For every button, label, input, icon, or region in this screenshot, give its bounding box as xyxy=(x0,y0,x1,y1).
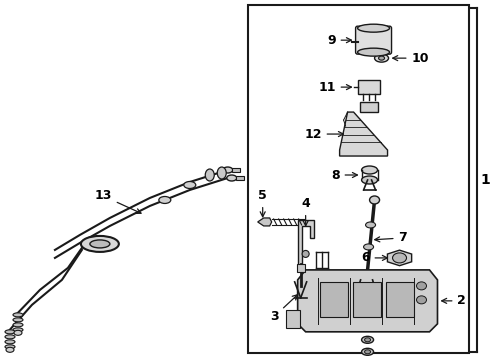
Text: 7: 7 xyxy=(375,231,407,244)
Polygon shape xyxy=(297,270,438,332)
Bar xyxy=(286,310,300,328)
Ellipse shape xyxy=(392,253,407,263)
Text: 11: 11 xyxy=(318,81,351,94)
FancyBboxPatch shape xyxy=(356,26,392,54)
Ellipse shape xyxy=(358,48,390,56)
Ellipse shape xyxy=(362,176,378,184)
Ellipse shape xyxy=(362,348,373,355)
Ellipse shape xyxy=(5,335,15,339)
Ellipse shape xyxy=(360,290,373,298)
Polygon shape xyxy=(297,220,314,268)
Ellipse shape xyxy=(365,350,370,354)
Text: 6: 6 xyxy=(361,251,388,264)
Text: 12: 12 xyxy=(304,127,343,140)
Ellipse shape xyxy=(362,166,378,174)
Ellipse shape xyxy=(366,222,375,228)
Text: 5: 5 xyxy=(258,189,267,217)
Ellipse shape xyxy=(159,197,171,203)
Bar xyxy=(248,5,469,353)
Ellipse shape xyxy=(416,296,426,304)
Bar xyxy=(319,282,347,317)
Ellipse shape xyxy=(416,282,426,290)
Ellipse shape xyxy=(90,240,110,248)
Ellipse shape xyxy=(374,54,389,62)
Ellipse shape xyxy=(227,175,237,181)
Bar xyxy=(360,102,378,112)
Polygon shape xyxy=(258,218,271,226)
Text: 10: 10 xyxy=(392,51,429,65)
Ellipse shape xyxy=(205,169,214,181)
Ellipse shape xyxy=(184,181,196,189)
Bar xyxy=(358,80,380,94)
Text: 9: 9 xyxy=(327,34,351,47)
Bar xyxy=(236,176,244,180)
Text: 13: 13 xyxy=(95,189,141,213)
Polygon shape xyxy=(388,250,412,266)
Text: 2: 2 xyxy=(441,294,466,307)
Text: 1: 1 xyxy=(481,173,490,187)
Ellipse shape xyxy=(365,338,370,342)
Polygon shape xyxy=(340,112,388,156)
Ellipse shape xyxy=(217,167,226,179)
Ellipse shape xyxy=(379,56,385,60)
Ellipse shape xyxy=(5,340,15,344)
Ellipse shape xyxy=(223,167,233,173)
Text: 3: 3 xyxy=(270,295,297,323)
Ellipse shape xyxy=(5,330,15,334)
Ellipse shape xyxy=(302,251,309,257)
Bar xyxy=(232,168,240,172)
Bar xyxy=(386,282,414,317)
Ellipse shape xyxy=(13,328,23,332)
Ellipse shape xyxy=(358,24,390,32)
Ellipse shape xyxy=(13,313,23,317)
Ellipse shape xyxy=(81,236,119,252)
Ellipse shape xyxy=(362,336,373,343)
Text: 4: 4 xyxy=(301,197,310,226)
Bar xyxy=(296,264,305,272)
Text: 8: 8 xyxy=(331,168,357,181)
Ellipse shape xyxy=(369,196,380,204)
Ellipse shape xyxy=(364,244,373,250)
Ellipse shape xyxy=(13,318,23,322)
Ellipse shape xyxy=(14,330,22,335)
Ellipse shape xyxy=(5,345,15,349)
Ellipse shape xyxy=(13,323,23,327)
Bar xyxy=(353,282,381,317)
Ellipse shape xyxy=(6,347,14,352)
